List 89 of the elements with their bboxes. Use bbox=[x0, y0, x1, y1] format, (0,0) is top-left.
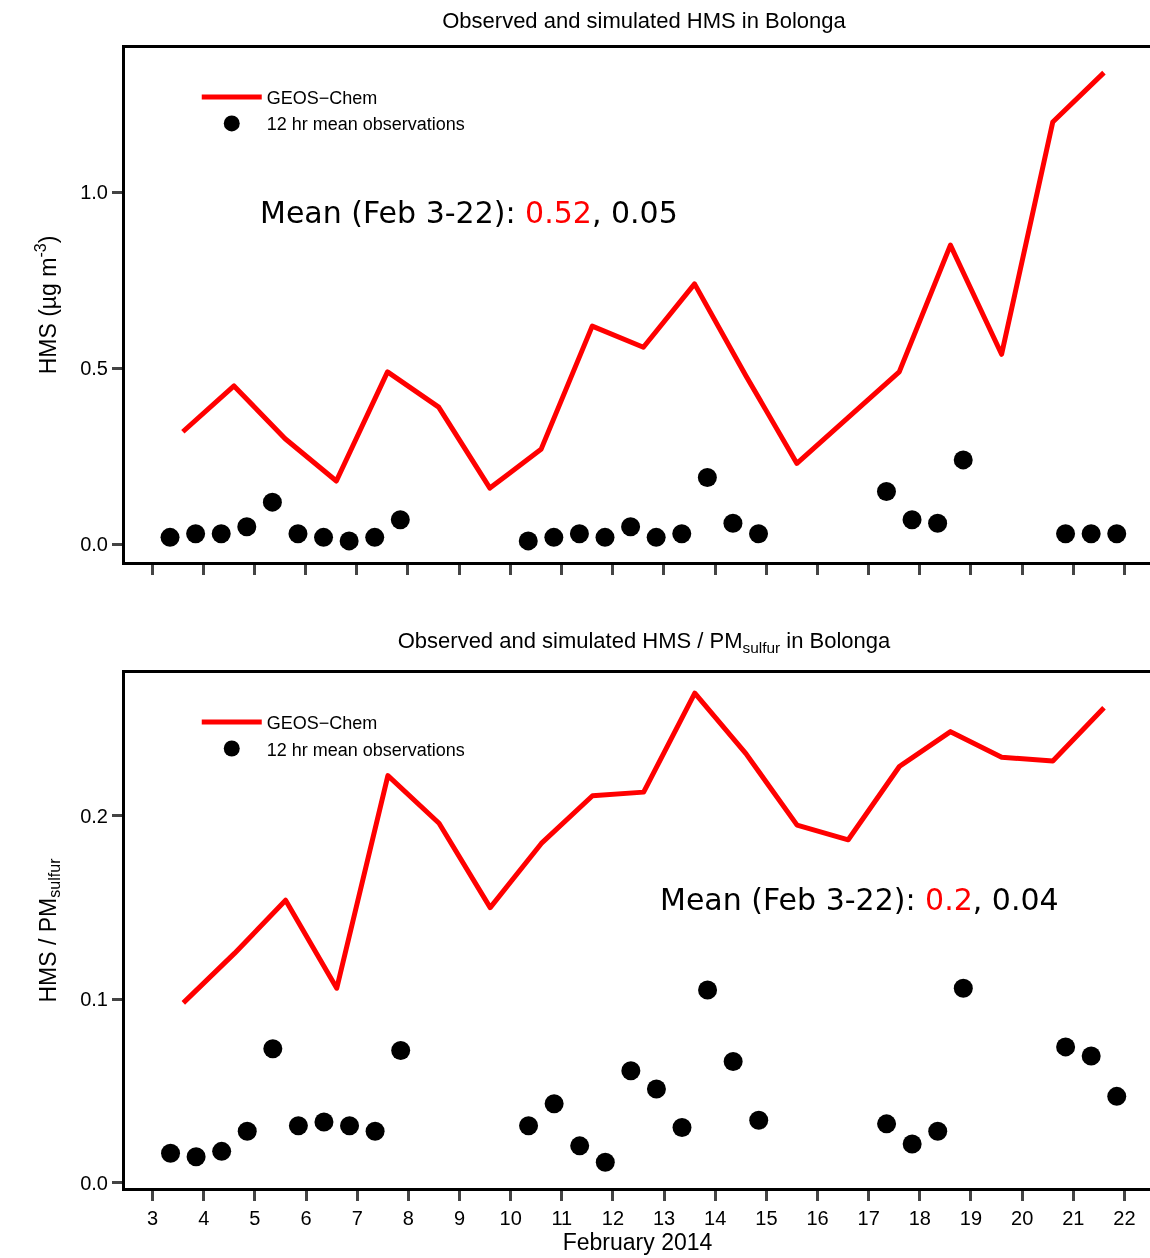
point bbox=[698, 980, 718, 1000]
point bbox=[186, 1147, 206, 1167]
point bbox=[212, 1141, 232, 1161]
point bbox=[621, 1061, 641, 1081]
x-tick-label: 17 bbox=[857, 1207, 880, 1229]
x-tick-label: 16 bbox=[806, 1207, 829, 1229]
point bbox=[595, 1152, 615, 1172]
x-tick-label: 12 bbox=[601, 1207, 625, 1229]
point bbox=[953, 450, 973, 470]
point bbox=[672, 524, 692, 544]
point bbox=[391, 1041, 411, 1061]
x-tick-label: 22 bbox=[1113, 1207, 1136, 1229]
point bbox=[544, 527, 564, 547]
point bbox=[314, 527, 334, 547]
point bbox=[288, 1116, 308, 1136]
x-tick-label: 3 bbox=[147, 1207, 159, 1229]
x-tick-label: 11 bbox=[551, 1207, 573, 1229]
point bbox=[262, 492, 282, 512]
point bbox=[263, 1039, 283, 1059]
point bbox=[1056, 1037, 1076, 1057]
y-tick-label: 0.1 bbox=[80, 988, 108, 1011]
x-tick-label: 7 bbox=[351, 1207, 363, 1229]
x-tick-label: 20 bbox=[1011, 1207, 1034, 1229]
point bbox=[697, 468, 717, 487]
point bbox=[749, 1110, 769, 1130]
x-tick-label: 9 bbox=[453, 1207, 466, 1229]
point bbox=[1081, 1046, 1101, 1066]
point bbox=[211, 524, 231, 544]
point bbox=[877, 1114, 897, 1134]
point bbox=[902, 510, 922, 530]
y-tick-label: 0.0 bbox=[80, 1171, 108, 1194]
x-tick-label: 5 bbox=[249, 1207, 261, 1229]
x-tick-label: 19 bbox=[959, 1207, 983, 1229]
point bbox=[237, 1121, 257, 1141]
x-tick-label: 8 bbox=[402, 1207, 414, 1229]
point bbox=[339, 531, 359, 551]
chart-title: Observed and simulated HMS / PM$_{sulfur}$ in Bolonga bbox=[397, 628, 892, 657]
point bbox=[928, 1121, 948, 1141]
point bbox=[876, 482, 896, 502]
point bbox=[237, 517, 257, 537]
point bbox=[186, 524, 206, 544]
point bbox=[621, 517, 641, 537]
y-tick-label: 0.2 bbox=[80, 804, 108, 827]
x-tick-label: 21 bbox=[1062, 1207, 1085, 1229]
point bbox=[1081, 524, 1101, 544]
annotation: Mean (Feb 3-22): 0.52, 0.05 bbox=[260, 195, 678, 230]
point bbox=[518, 531, 538, 551]
legend-label: 12 hr mean observations bbox=[266, 739, 465, 760]
point bbox=[544, 1094, 564, 1114]
point bbox=[723, 513, 743, 533]
point bbox=[749, 524, 769, 544]
point bbox=[365, 527, 385, 547]
point bbox=[161, 1143, 181, 1163]
point bbox=[672, 1118, 692, 1138]
point bbox=[365, 1121, 385, 1141]
point bbox=[595, 527, 615, 547]
x-tick-label: 15 bbox=[755, 1207, 778, 1229]
point bbox=[519, 1116, 539, 1136]
point bbox=[723, 1052, 743, 1072]
annotation: Mean (Feb 3-22): 0.2, 0.04 bbox=[660, 882, 1059, 917]
point bbox=[340, 1116, 360, 1136]
x-tick-label: 14 bbox=[704, 1207, 727, 1229]
point bbox=[1107, 1086, 1127, 1106]
point bbox=[569, 524, 589, 544]
point bbox=[288, 524, 308, 544]
point bbox=[314, 1112, 334, 1132]
point bbox=[902, 1134, 922, 1154]
legend-label: GEOS−Chem bbox=[266, 713, 378, 734]
legend-label: 12 hr mean observations bbox=[266, 114, 465, 135]
y-tick-label: 1.0 bbox=[80, 181, 108, 204]
point bbox=[928, 513, 948, 533]
point bbox=[646, 1079, 666, 1099]
point bbox=[390, 510, 410, 530]
x-tick-label: 18 bbox=[908, 1207, 931, 1229]
chart-title: Observed and simulated HMS in Bolonga bbox=[442, 7, 847, 33]
y-tick-label: 0.0 bbox=[80, 533, 108, 556]
point bbox=[953, 978, 973, 998]
x-tick-label: 10 bbox=[499, 1207, 522, 1229]
point bbox=[1107, 524, 1127, 544]
point bbox=[1056, 524, 1076, 544]
point bbox=[570, 1136, 590, 1156]
legend-label: GEOS−Chem bbox=[266, 88, 378, 109]
y-tick-label: 0.5 bbox=[80, 357, 108, 380]
x-axis-title: February 2014 bbox=[562, 1229, 713, 1255]
point bbox=[160, 527, 180, 547]
x-tick-label: 4 bbox=[198, 1207, 210, 1229]
x-tick-label: 13 bbox=[652, 1207, 676, 1229]
x-tick-label: 6 bbox=[300, 1207, 312, 1229]
point bbox=[646, 527, 666, 547]
